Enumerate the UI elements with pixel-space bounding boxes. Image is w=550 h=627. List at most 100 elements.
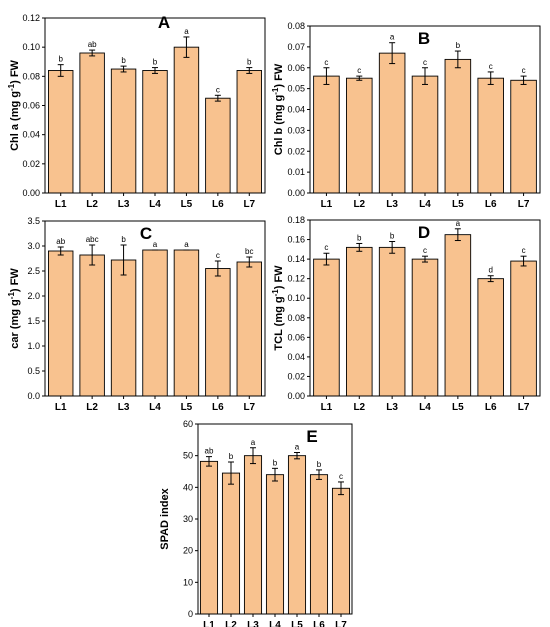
y-tick-label-d: 0.10 xyxy=(287,293,305,303)
bar-e-l4 xyxy=(265,474,285,615)
y-tick-label-b: 0.07 xyxy=(287,42,305,52)
y-tick-label-c: 3.5 xyxy=(27,216,40,226)
plot-frame-d xyxy=(309,219,541,397)
x-tick-label-e-l4: L4 xyxy=(269,620,281,627)
error-bar-a-l1 xyxy=(57,64,64,77)
sig-letter-e-l1: ab xyxy=(205,447,214,456)
y-tick-label-b: 0.01 xyxy=(287,167,305,177)
plot-frame-a xyxy=(44,17,266,194)
error-bar-a-l7 xyxy=(246,67,253,74)
sig-letter-a-l3: b xyxy=(121,56,126,65)
bar-c-l6 xyxy=(205,268,231,397)
y-tick-label-a: 0.00 xyxy=(22,188,40,198)
error-bar-d-l7 xyxy=(520,255,527,267)
sig-letter-b-l6: c xyxy=(489,62,493,71)
sig-letter-c-l2: abc xyxy=(86,235,99,244)
sig-letter-a-l6: c xyxy=(216,85,220,94)
x-tick-label-c-l7: L7 xyxy=(243,402,255,413)
error-bar-d-l3 xyxy=(389,241,396,254)
error-bar-c-l6 xyxy=(214,260,221,277)
error-bar-d-l5 xyxy=(454,228,461,242)
x-tick-label-e-l7: L7 xyxy=(335,620,347,627)
sig-letter-c-l3: b xyxy=(121,235,126,244)
error-bar-e-l1 xyxy=(206,456,212,467)
error-bar-b-l6 xyxy=(487,71,494,85)
sig-letter-c-l1: ab xyxy=(56,237,65,246)
x-tick-label-d-l7: L7 xyxy=(518,402,530,413)
bar-e-l2 xyxy=(221,472,241,615)
error-bar-b-l4 xyxy=(422,67,428,85)
error-bar-b-l2 xyxy=(356,75,363,81)
x-tick-label-c-l3: L3 xyxy=(118,402,130,413)
error-bar-b-l7 xyxy=(520,75,527,85)
y-tick-label-a: 0.02 xyxy=(22,159,40,169)
y-tick-label-b: 0.04 xyxy=(287,105,305,115)
x-tick-label-a-l5: L5 xyxy=(181,199,193,210)
x-tick-label-e-l2: L2 xyxy=(225,620,237,627)
y-tick-label-e: 10 xyxy=(183,577,193,587)
y-tick-label-e: 40 xyxy=(183,482,193,492)
sig-letter-e-l6: b xyxy=(317,460,322,469)
y-tick-label-c: 0.0 xyxy=(27,391,40,401)
y-tick-label-d: 0.14 xyxy=(287,254,305,264)
panel-e: ab L1 b L2 a L3 b L4 a L5 b L6 c L7 0 10 20 30 40 50 60 E SPAD… xyxy=(159,419,353,627)
bar-e-l7 xyxy=(331,487,351,615)
bar-b-l3 xyxy=(378,52,406,194)
y-tick-label-a: 0.04 xyxy=(22,130,40,140)
plot-frame-b xyxy=(309,25,541,194)
bar-b-l5 xyxy=(444,58,472,194)
panel-title-b: B xyxy=(418,29,430,48)
bar-e-l1 xyxy=(199,460,219,615)
sig-letter-d-l6: d xyxy=(488,266,492,275)
y-tick-label-d: 0.08 xyxy=(287,313,305,323)
x-tick-label-c-l1: L1 xyxy=(55,402,67,413)
bar-a-l2 xyxy=(79,52,105,194)
y-tick-label-a: 0.06 xyxy=(22,101,40,111)
sig-letter-a-l7: b xyxy=(247,58,252,67)
x-tick-label-c-l4: L4 xyxy=(149,402,161,413)
y-tick-label-b: 0.02 xyxy=(287,146,305,156)
panel-c: ab L1 abc L2 b L3 a L4 a L5 c L6 bc L7 0.0 0.5 1.0 1.5 2.0… xyxy=(7,216,266,413)
bar-d-l4 xyxy=(411,258,439,397)
bar-a-l5 xyxy=(173,46,200,194)
error-bar-d-l1 xyxy=(323,252,330,266)
y-tick-label-e: 60 xyxy=(183,419,193,429)
y-tick-label-a: 0.12 xyxy=(22,13,40,23)
sig-letter-b-l1: c xyxy=(324,58,328,67)
y-tick-label-c: 2.5 xyxy=(27,266,40,276)
bar-d-l2 xyxy=(346,246,373,397)
bar-b-l7 xyxy=(510,79,537,194)
error-bar-e-l7 xyxy=(338,481,344,496)
bar-c-l3 xyxy=(110,259,137,397)
sig-letter-a-l2: ab xyxy=(88,40,97,49)
bar-a-l4 xyxy=(142,70,168,194)
x-tick-label-a-l6: L6 xyxy=(212,199,224,210)
plot-frame-e xyxy=(197,423,353,615)
panel-title-e: E xyxy=(306,427,317,446)
bar-c-l1 xyxy=(48,250,74,397)
y-tick-label-b: 0.05 xyxy=(287,84,305,94)
x-tick-label-b-l7: L7 xyxy=(518,199,530,210)
sig-letter-b-l5: b xyxy=(456,41,461,50)
error-bar-a-l3 xyxy=(120,65,127,73)
panel-a: b L1 ab L2 b L3 b L4 a L5 c L6 b L7 0.00 0.02 0.04 0.06 0.… xyxy=(7,13,266,210)
bar-c-l7 xyxy=(236,261,262,397)
bar-b-l4 xyxy=(411,75,439,194)
error-bar-e-l4 xyxy=(272,467,278,482)
bar-c-l4 xyxy=(142,249,168,397)
error-bar-a-l6 xyxy=(214,94,221,102)
y-tick-label-d: 0.18 xyxy=(287,215,305,225)
error-bar-c-l7 xyxy=(246,256,253,268)
bar-a-l7 xyxy=(236,70,262,194)
y-tick-label-e: 30 xyxy=(183,514,193,524)
bar-b-l2 xyxy=(346,77,373,194)
sig-letter-c-l7: bc xyxy=(245,247,253,256)
sig-letter-b-l2: c xyxy=(357,66,361,75)
y-tick-label-b: 0.08 xyxy=(287,21,305,31)
error-bar-a-l4 xyxy=(152,67,158,74)
error-bar-a-l2 xyxy=(89,49,96,57)
bar-b-l6 xyxy=(477,77,504,194)
sig-letter-c-l5: a xyxy=(184,240,189,249)
error-bar-d-l2 xyxy=(356,242,363,252)
y-tick-label-b: 0.06 xyxy=(287,63,305,73)
